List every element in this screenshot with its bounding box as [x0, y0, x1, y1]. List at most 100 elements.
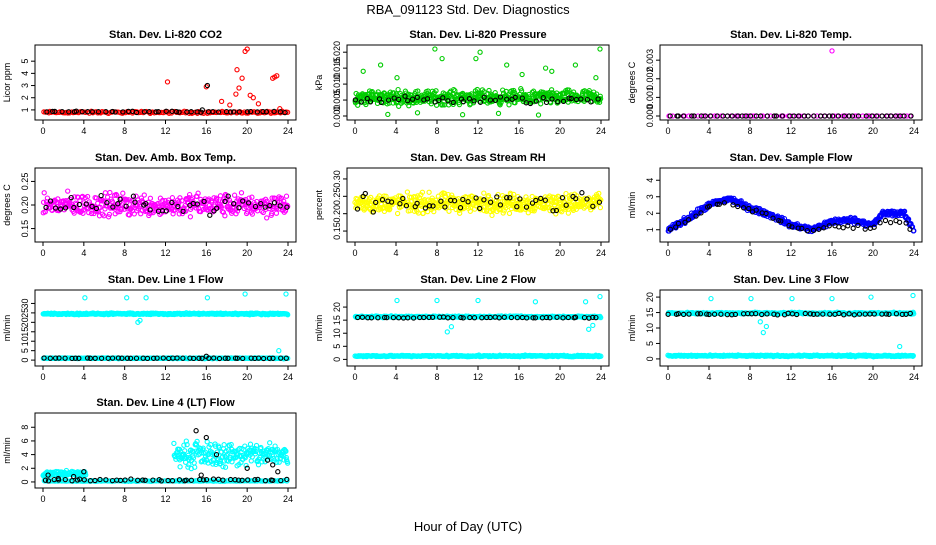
data-point [148, 196, 152, 200]
data-point [121, 191, 125, 195]
data-point [536, 113, 540, 117]
data-point [396, 88, 400, 92]
y-tick-label: 0.25 [332, 188, 342, 206]
x-tick-label: 24 [596, 248, 606, 258]
y-axis-label: Licor ppm [2, 63, 12, 103]
series-1-min-std-dev [667, 49, 912, 118]
x-tick-label: 12 [160, 248, 170, 258]
x-tick-label: 4 [393, 126, 398, 136]
data-point [520, 72, 524, 76]
y-tick-label: 3 [645, 194, 655, 199]
x-tick-label: 8 [747, 126, 752, 136]
data-point [474, 57, 478, 61]
x-tick-label: 8 [747, 372, 752, 382]
x-tick-label: 0 [665, 248, 670, 258]
data-point [587, 327, 591, 331]
series-1-min-std-dev [353, 47, 603, 117]
panel-title: Stan. Dev. Li-820 Temp. [730, 29, 852, 41]
data-point [580, 191, 584, 195]
x-tick-label: 4 [393, 248, 398, 258]
data-point [228, 103, 232, 107]
data-point [395, 298, 399, 302]
x-tick-label: 8 [747, 248, 752, 258]
x-tick-label: 4 [706, 372, 711, 382]
panel-title: Stan. Dev. Line 3 Flow [733, 274, 849, 286]
x-tick-label: 20 [555, 248, 565, 258]
data-point [490, 213, 494, 217]
data-point [415, 111, 419, 115]
panel-title: Stan. Dev. Line 2 Flow [420, 274, 536, 286]
data-point [584, 300, 588, 304]
y-tick-label: 0.25 [20, 173, 30, 191]
x-tick-label: 20 [555, 126, 565, 136]
x-tick-label: 16 [827, 248, 837, 258]
x-tick-label: 8 [434, 372, 439, 382]
y-tick-label: 4 [20, 71, 30, 76]
y-axis-label: ml/min [627, 315, 637, 342]
x-tick-label: 24 [596, 372, 606, 382]
data-point [142, 193, 146, 197]
y-tick-label: 0.003 [645, 49, 655, 72]
panel-title: Stan. Dev. Li-820 CO2 [109, 29, 222, 41]
data-point [235, 68, 239, 72]
y-tick-label: 0.15 [20, 220, 30, 238]
x-tick-label: 0 [40, 372, 45, 382]
data-point [379, 63, 383, 67]
data-point [591, 323, 595, 327]
y-axis-label: ml/min [627, 192, 637, 219]
data-point [598, 295, 602, 299]
data-point [108, 190, 112, 194]
figure-title: RBA_091123 Std. Dev. Diagnostics [366, 2, 570, 17]
data-point [103, 191, 107, 195]
y-axis-label: ml/min [2, 315, 12, 342]
x-tick-label: 20 [242, 126, 252, 136]
data-point [505, 63, 509, 67]
data-point [461, 113, 465, 117]
data-point [395, 76, 399, 80]
x-tick-label: 8 [122, 126, 127, 136]
x-tick-label: 24 [909, 248, 919, 258]
data-point [761, 331, 765, 335]
y-tick-label: 1 [20, 107, 30, 112]
data-point [478, 50, 482, 54]
x-tick-label: 24 [283, 126, 293, 136]
x-axis-label: Hour of Day (UTC) [414, 519, 522, 534]
y-tick-label: 2 [645, 211, 655, 216]
data-point [396, 211, 400, 215]
y-tick-label: 0 [20, 358, 30, 363]
x-tick-label: 4 [706, 126, 711, 136]
x-tick-label: 12 [473, 126, 483, 136]
plot-frame [660, 45, 922, 120]
panel-title: Stan. Dev. Gas Stream RH [410, 152, 546, 164]
x-tick-label: 16 [201, 372, 211, 382]
x-tick-label: 0 [665, 126, 670, 136]
data-point [256, 102, 260, 106]
series-1-min-std-dev-upper [353, 295, 603, 335]
x-tick-label: 8 [434, 248, 439, 258]
x-tick-label: 16 [514, 248, 524, 258]
y-tick-label: 5 [645, 341, 655, 346]
data-point [233, 193, 237, 197]
data-point [507, 103, 511, 107]
y-tick-label: 0.020 [332, 41, 342, 64]
y-axis-label: degrees C [627, 61, 637, 103]
data-point [447, 209, 451, 213]
data-point [433, 47, 437, 51]
y-axis-label: degrees C [2, 184, 12, 226]
x-tick-label: 0 [352, 126, 357, 136]
x-tick-label: 16 [201, 248, 211, 258]
x-tick-label: 0 [352, 248, 357, 258]
x-tick-label: 24 [283, 372, 293, 382]
data-point [239, 191, 243, 195]
y-tick-label: 0 [645, 356, 655, 361]
y-tick-label: 10 [332, 328, 342, 338]
data-point [427, 190, 431, 194]
data-point [594, 76, 598, 80]
